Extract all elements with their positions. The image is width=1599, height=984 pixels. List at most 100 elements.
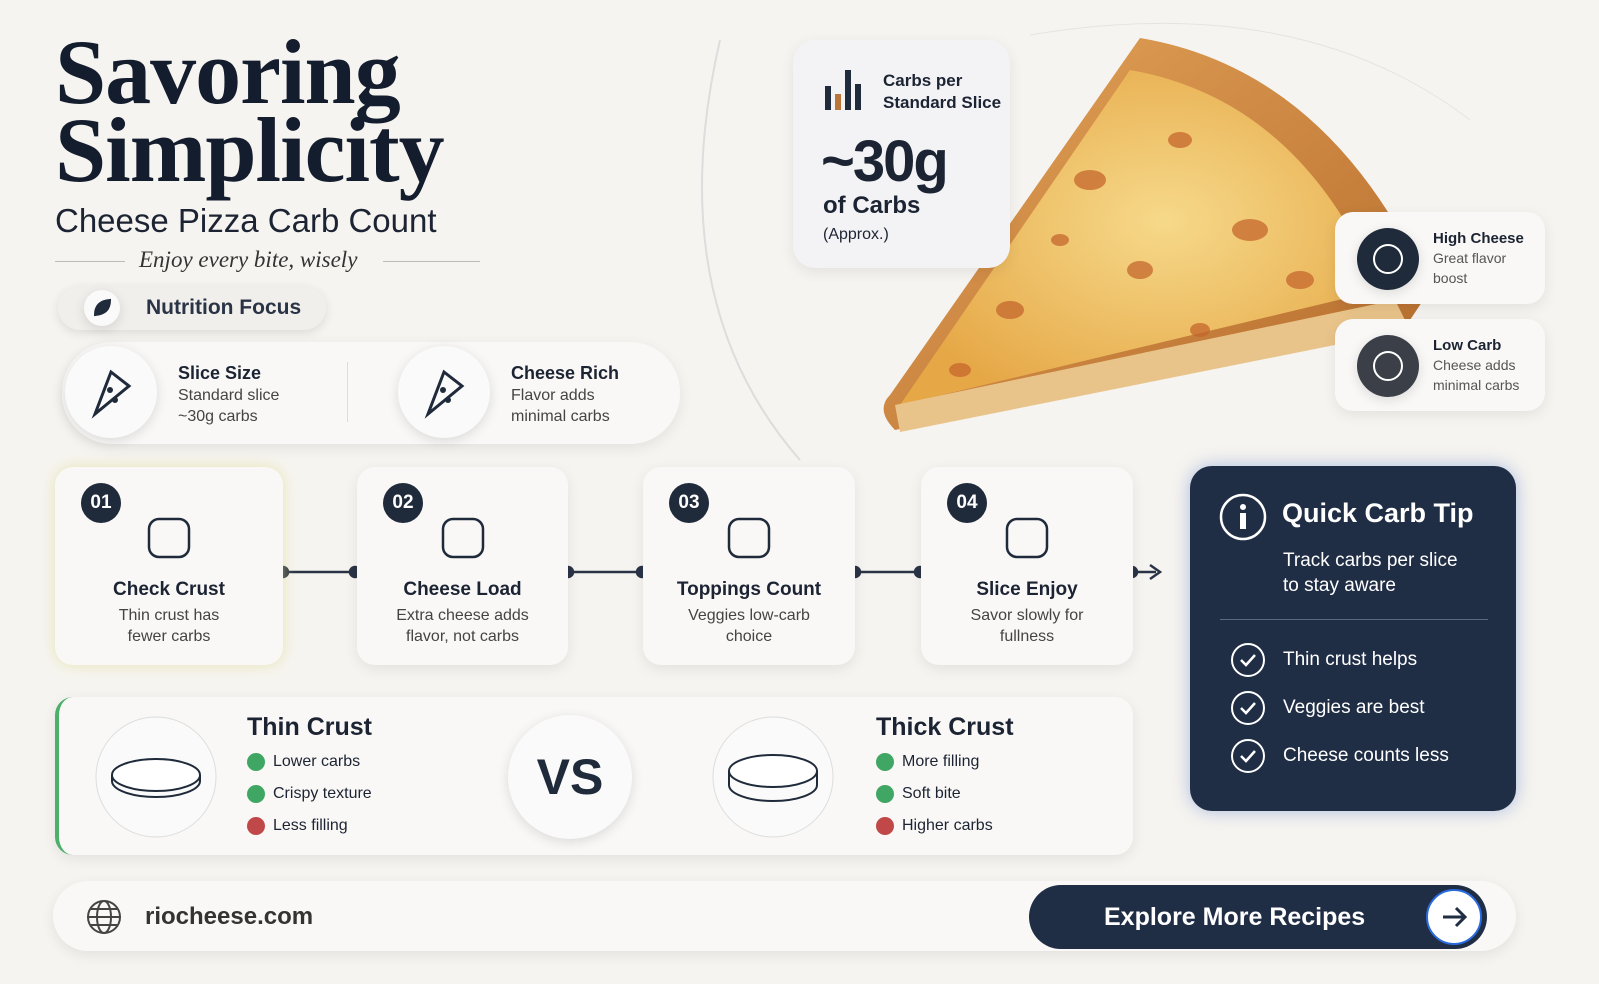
step-icon [997,505,1057,565]
vs-badge: VS [508,715,632,839]
step-title: Check Crust [113,579,225,600]
stat-card: Carbs per Standard Slice ~30g of Carbs (… [793,40,1010,268]
step-number: 04 [947,483,987,523]
badge-text: Cheese adds [1433,357,1516,373]
step-number: 03 [669,483,709,523]
explore-button[interactable]: Explore More Recipes [1029,885,1487,949]
step-line: Thin crust has [118,607,220,624]
title: Savoring [55,21,401,123]
tip-title: Quick Carb Tip [1282,498,1474,528]
compare-point: More filling [876,753,979,771]
step-card: 04 Slice Enjoy Savor slowly for fullness [921,467,1133,665]
check-icon [1230,738,1266,774]
focus-badge: Nutrition Focus [58,286,326,330]
globe-icon [87,900,121,934]
site-url: riocheese.com [145,903,314,930]
stat-label: Standard Slice [883,93,1002,112]
badge-text: Nutrition Focus [146,296,302,319]
point-text: Higher carbs [902,817,993,834]
step-number: 01 [81,483,121,523]
highlight-text: minimal carbs [511,408,610,425]
tip-text: Track carbs per slice [1283,550,1458,571]
highlight-icon [65,346,157,438]
tip-text: to stay aware [1283,575,1396,596]
divider [1220,619,1488,620]
divider [55,261,125,262]
tip-item: Cheese counts less [1283,745,1449,766]
check-dot [876,753,894,771]
compare-point: Less filling [247,817,348,835]
step-text: Savor slowly for fullness [921,605,1133,647]
highlight-icon [398,346,490,438]
check-icon [1230,690,1266,726]
step-line: fewer carbs [127,628,211,645]
step-number: 02 [383,483,423,523]
check-dot [247,785,265,803]
badge-text: boost [1433,270,1468,286]
compare-point: Lower carbs [247,753,360,771]
stat-value: ~30g [821,129,949,194]
step-line: Veggies low-carb [688,607,810,624]
highlight-text: Flavor adds [511,387,595,404]
step-line: Extra cheese adds [396,607,529,624]
step-title: Slice Enjoy [976,579,1078,600]
minus-dot [876,817,894,835]
highlights-panel: Slice Size Standard slice ~30g carbs Cheese… [62,342,680,444]
minus-dot [247,817,265,835]
side-badge: Low Carb Cheese adds minimal carbs [1335,319,1545,411]
point-text: Soft bite [902,785,961,802]
check-dot [876,785,894,803]
step-icon [719,505,779,565]
highlight-text: ~30g carbs [178,408,258,425]
thick-crust-icon [712,716,834,838]
tip-item: Thin crust helps [1283,649,1418,670]
step-text: Extra cheese adds flavor, not carbs [357,605,568,647]
stat-label: Carbs per [883,71,963,90]
compare-title: Thin Crust [247,713,372,741]
step-text: Veggies low-carb choice [643,605,855,647]
step-line: choice [725,628,773,645]
check-dot [247,753,265,771]
step-line: flavor, not carbs [406,628,519,645]
step-title: Cheese Load [403,579,522,600]
step-card: 02 Cheese Load Extra cheese adds flavor, no… [357,467,568,665]
highlight-title: Cheese Rich [511,363,620,383]
badge-title: High Cheese [1433,230,1524,247]
divider [347,362,348,422]
check-icon [1230,642,1266,678]
step-line: fullness [999,628,1055,645]
step-title: Toppings Count [676,579,822,600]
step-icon [139,505,199,565]
step-line: Savor slowly for [970,607,1084,624]
highlight-title: Slice Size [178,363,262,383]
tip-panel: Quick Carb Tip Track carbs per slice to … [1190,466,1516,811]
badge-icon [1357,335,1419,397]
step-card: 03 Toppings Count Veggies low-carb choice [643,467,855,665]
arrow-icon [1426,889,1482,945]
info-icon [1219,493,1267,541]
tip-item: Veggies are best [1283,697,1425,718]
point-text: Less filling [273,817,348,834]
step-card: 01 Check Crust Thin crust has fewer carbs [55,467,283,665]
compare-point: Soft bite [876,785,961,803]
badge-title: Low Carb [1433,337,1502,354]
title: Simplicity [55,99,445,201]
subtitle: Cheese Pizza Carb Count [55,202,437,239]
badge-icon [1357,228,1419,290]
bar-icon [825,70,861,110]
point-text: More filling [902,753,980,770]
badge-text: Great flavor [1433,250,1507,266]
compare-title: Thick Crust [876,713,1014,741]
highlight-text: Standard slice [178,387,280,404]
stat-unit: of Carbs [823,192,921,219]
step-text: Thin crust has fewer carbs [55,605,283,647]
stat-note: (Approx.) [823,226,889,243]
point-text: Crispy texture [273,785,372,802]
thin-crust-icon [95,716,217,838]
compare-point: Crispy texture [247,785,372,803]
tagline: Enjoy every bite, wisely [139,247,358,272]
divider [383,261,480,262]
compare-point: Higher carbs [876,817,993,835]
point-text: Lower carbs [273,753,361,770]
